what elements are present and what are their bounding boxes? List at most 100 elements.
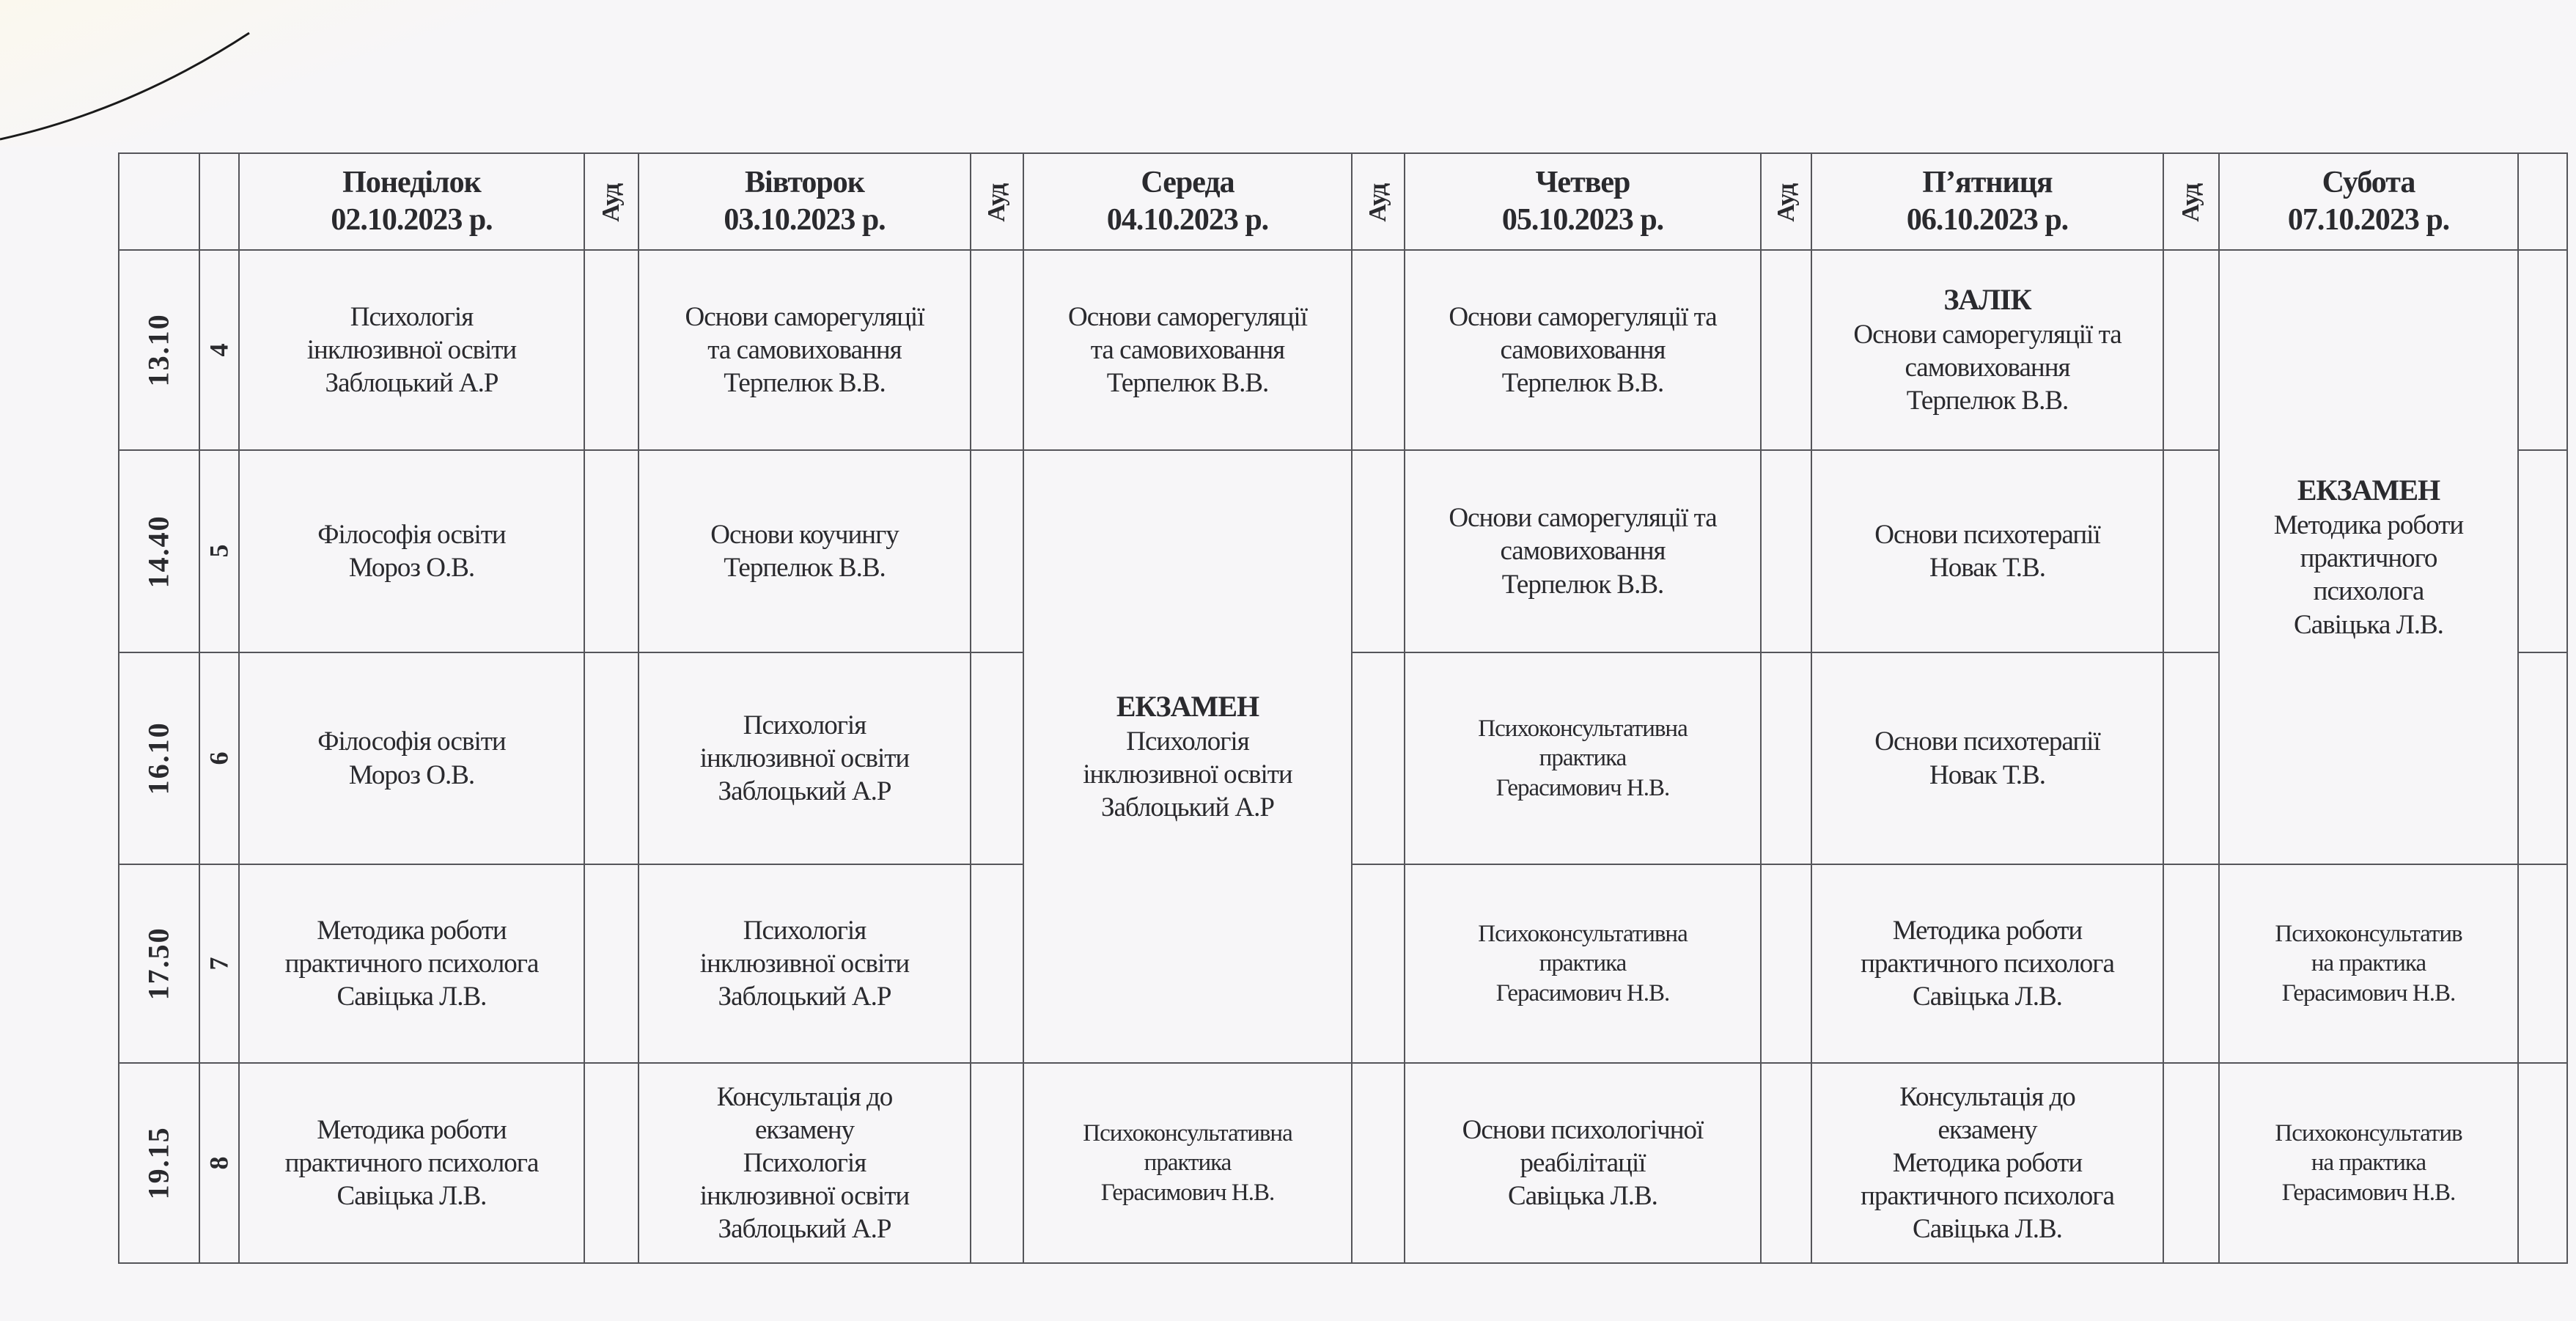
lesson-cell: Основи психотерапії Новак Т.В. bbox=[1811, 449, 2164, 653]
aud-cell bbox=[970, 864, 1024, 1064]
lesson-line: на практика bbox=[2311, 1149, 2426, 1177]
lesson-cell: ЕКЗАМЕН Методика роботи практичного психоло… bbox=[2218, 249, 2519, 865]
aud-cell bbox=[584, 864, 639, 1064]
aud-cell bbox=[970, 1062, 1024, 1264]
lesson-line: Терпелюк В.В. bbox=[1501, 368, 1665, 399]
lesson-cell: Психологія інклюзивної освіти Заблоцький А… bbox=[238, 249, 585, 451]
lesson-line: Герасимович Н.В. bbox=[2281, 979, 2456, 1007]
aud-cell bbox=[2163, 249, 2220, 451]
lesson-cell: Філософія освіти Мороз О.В. bbox=[238, 652, 585, 865]
corner-cell bbox=[118, 152, 200, 251]
exam-label: ЕКЗАМЕН bbox=[1116, 689, 1259, 723]
lesson-line: Психоконсультативна bbox=[1083, 1120, 1293, 1147]
extra-cell bbox=[2517, 249, 2568, 451]
lesson-cell: Методика роботи практичного психолога Саві… bbox=[238, 864, 585, 1064]
lesson-line: практика bbox=[1144, 1149, 1232, 1177]
exam-label: ЕКЗАМЕН bbox=[2297, 474, 2440, 507]
aud-cell bbox=[2163, 1062, 2220, 1264]
aud-cell bbox=[1351, 249, 1405, 451]
lesson-line: практичного психолога bbox=[1861, 948, 2115, 979]
lesson-cell: Психологія інклюзивної освіти Заблоцький А… bbox=[638, 864, 971, 1064]
lesson-line: Герасимович Н.В. bbox=[1495, 979, 1670, 1007]
lesson-line: Консультація до bbox=[716, 1081, 894, 1112]
lesson-line: Методика роботи bbox=[317, 915, 507, 946]
lesson-line: Герасимович Н.В. bbox=[1100, 1179, 1275, 1206]
pen-stroke bbox=[0, 32, 250, 141]
lesson-line: самовиховання bbox=[1500, 536, 1666, 567]
lesson-line: на практика bbox=[2311, 950, 2426, 977]
table-row: 17.50 7 Методика роботи практичного психоло… bbox=[118, 864, 2568, 1064]
lesson-line: Мороз О.В. bbox=[348, 759, 475, 790]
aud-cell bbox=[970, 449, 1024, 653]
lesson-line: Савіцька Л.В. bbox=[1913, 982, 2063, 1012]
lesson-cell: Психоконсультативна практика Герасимович Н… bbox=[1404, 652, 1762, 865]
extra-cell bbox=[2517, 652, 2568, 865]
time-cell: 19.15 bbox=[118, 1062, 200, 1264]
lesson-line: Основи саморегуляції та bbox=[1449, 503, 1717, 534]
extra-cell bbox=[2517, 864, 2568, 1064]
day-header: Вівторок 03.10.2023 р. bbox=[638, 152, 971, 251]
aud-cell bbox=[1760, 449, 1812, 653]
lesson-line: інклюзивної освіти bbox=[699, 743, 910, 773]
pair-number: 7 bbox=[199, 864, 240, 1064]
lesson-line: Заблоцький А.Р bbox=[718, 776, 892, 807]
pair-number: 4 bbox=[199, 249, 240, 451]
paper-fold bbox=[0, 0, 513, 147]
lesson-cell: ЗАЛІК Основи саморегуляції та самовихованн… bbox=[1811, 249, 2164, 451]
lesson-line: Основи саморегуляції та bbox=[1449, 301, 1717, 332]
lesson-line: Мороз О.В. bbox=[348, 553, 475, 583]
lesson-line: практичного bbox=[2300, 543, 2438, 574]
lesson-line: Савіцька Л.В. bbox=[1508, 1181, 1658, 1212]
table-row: 14.40 5 Філософія освіти Мороз О.В. Основи к… bbox=[118, 449, 2568, 1064]
lesson-line: Савіцька Л.В. bbox=[336, 1181, 487, 1212]
lesson-line: Методика роботи bbox=[317, 1114, 507, 1145]
lesson-line: Заблоцький А.Р bbox=[325, 368, 499, 399]
day-header: Середа 04.10.2023 р. bbox=[1023, 152, 1353, 251]
lesson-cell: Основи психотерапії Новак Т.В. bbox=[1811, 652, 2164, 865]
lesson-line: Основи психотерапії bbox=[1874, 519, 2100, 550]
time-cell: 17.50 bbox=[118, 864, 200, 1064]
lesson-cell: Методика роботи практичного психолога Саві… bbox=[238, 1062, 585, 1264]
extra-cell bbox=[2517, 449, 2568, 653]
lesson-line: самовиховання bbox=[1905, 353, 2070, 383]
aud-cell bbox=[584, 1062, 639, 1264]
lesson-line: Герасимович Н.В. bbox=[1495, 774, 1670, 801]
lesson-line: Основи коучингу bbox=[710, 519, 899, 550]
lesson-cell: Психоконсультатив на практика Герасимович … bbox=[2218, 1062, 2519, 1264]
lesson-line: самовиховання bbox=[1500, 334, 1666, 365]
lesson-line: практика bbox=[1539, 745, 1627, 772]
lesson-cell: Психоконсультативна практика Герасимович Н… bbox=[1023, 1062, 1353, 1264]
lesson-cell: Консультація до екзамену Психологія інклюзи… bbox=[638, 1062, 971, 1264]
aud-cell bbox=[1351, 449, 1405, 653]
day-header: П’ятниця 06.10.2023 р. bbox=[1811, 152, 2164, 251]
aud-cell bbox=[2163, 449, 2220, 653]
lesson-cell: Основи коучингу Терпелюк В.В. bbox=[638, 449, 971, 653]
lesson-line: Методика роботи bbox=[1892, 915, 2083, 946]
time-cell: 16.10 bbox=[118, 652, 200, 865]
lesson-line: Савіцька Л.В. bbox=[2294, 609, 2444, 640]
lesson-line: Основи саморегуляції bbox=[685, 301, 925, 332]
table-row: 19.15 8 Методика роботи практичного психоло… bbox=[118, 1062, 2568, 1264]
aud-cell bbox=[584, 652, 639, 865]
day-header: Субота 07.10.2023 р. bbox=[2218, 152, 2519, 251]
extra-cell bbox=[2517, 152, 2568, 251]
aud-cell bbox=[2163, 652, 2220, 865]
aud-cell bbox=[1760, 249, 1812, 451]
lesson-line: Терпелюк В.В. bbox=[724, 553, 886, 583]
lesson-cell: Основи саморегуляції та самовиховання Терп… bbox=[638, 249, 971, 451]
aud-cell bbox=[1351, 652, 1405, 865]
lesson-line: психолога bbox=[2313, 576, 2425, 607]
lesson-line: екзамену bbox=[1937, 1114, 2037, 1145]
lesson-line: Основи саморегуляції та bbox=[1853, 320, 2121, 350]
aud-cell bbox=[584, 449, 639, 653]
pair-number: 6 bbox=[199, 652, 240, 865]
aud-header: Ауд bbox=[584, 152, 639, 251]
lesson-line: Психологія bbox=[743, 915, 866, 946]
lesson-line: Савіцька Л.В. bbox=[336, 982, 487, 1012]
lesson-line: Новак Т.В. bbox=[1929, 759, 2046, 790]
aud-cell bbox=[970, 249, 1024, 451]
lesson-line: Основи саморегуляції bbox=[1068, 301, 1308, 332]
lesson-cell: Основи саморегуляції та самовиховання Терп… bbox=[1404, 249, 1762, 451]
lesson-line: інклюзивної освіти bbox=[1083, 759, 1292, 790]
aud-cell bbox=[970, 652, 1024, 865]
